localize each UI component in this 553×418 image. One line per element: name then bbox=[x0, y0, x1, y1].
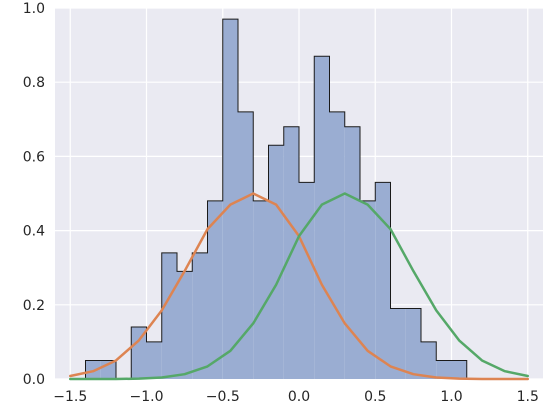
histogram-bar bbox=[161, 252, 177, 379]
density-curve-2 bbox=[69, 192, 529, 381]
histogram-bar bbox=[375, 182, 391, 379]
x-tick-label: −0.5 bbox=[206, 389, 240, 405]
histogram-bar bbox=[207, 200, 223, 379]
y-axis-ticks: 0.0 0.2 0.4 0.6 0.8 1.0 bbox=[23, 1, 45, 388]
histogram-bar bbox=[192, 252, 208, 379]
histogram-bar bbox=[222, 19, 238, 379]
histogram-bar bbox=[131, 327, 147, 379]
x-tick-label: 1.5 bbox=[517, 389, 539, 405]
histogram-bar bbox=[85, 360, 101, 379]
y-tick-label: 1.0 bbox=[23, 1, 45, 17]
histogram bbox=[85, 18, 482, 380]
histogram-bar bbox=[436, 360, 452, 379]
y-tick-label: 0.6 bbox=[23, 149, 45, 165]
histogram-bar bbox=[329, 111, 345, 379]
histogram-bar bbox=[344, 126, 360, 379]
histogram-bar bbox=[238, 111, 254, 379]
y-tick-label: 0.2 bbox=[23, 298, 45, 314]
histogram-bar bbox=[451, 360, 467, 379]
histogram-bar bbox=[253, 200, 269, 379]
x-axis-ticks: −1.5 −1.0 −0.5 0.0 0.5 1.0 1.5 bbox=[53, 389, 539, 405]
x-tick-label: 0.5 bbox=[364, 389, 386, 405]
y-tick-label: 0.0 bbox=[23, 372, 45, 388]
histogram-bar bbox=[314, 56, 330, 379]
x-tick-label: −1.0 bbox=[130, 389, 164, 405]
x-tick-label: 1.0 bbox=[440, 389, 462, 405]
y-tick-label: 0.4 bbox=[23, 224, 45, 240]
histogram-bar bbox=[421, 341, 437, 379]
density-lines bbox=[69, 192, 529, 381]
histogram-bar bbox=[268, 145, 284, 379]
histogram-bar bbox=[299, 182, 315, 379]
histogram-bar bbox=[146, 341, 162, 379]
y-tick-label: 0.8 bbox=[23, 75, 45, 91]
histogram-bar bbox=[360, 200, 376, 379]
histogram-bar bbox=[405, 308, 421, 379]
x-tick-label: 0.0 bbox=[288, 389, 310, 405]
histogram-bar bbox=[177, 271, 193, 379]
x-tick-label: −1.5 bbox=[53, 389, 87, 405]
histogram-outline bbox=[85, 18, 482, 380]
histogram-bar bbox=[390, 308, 406, 379]
